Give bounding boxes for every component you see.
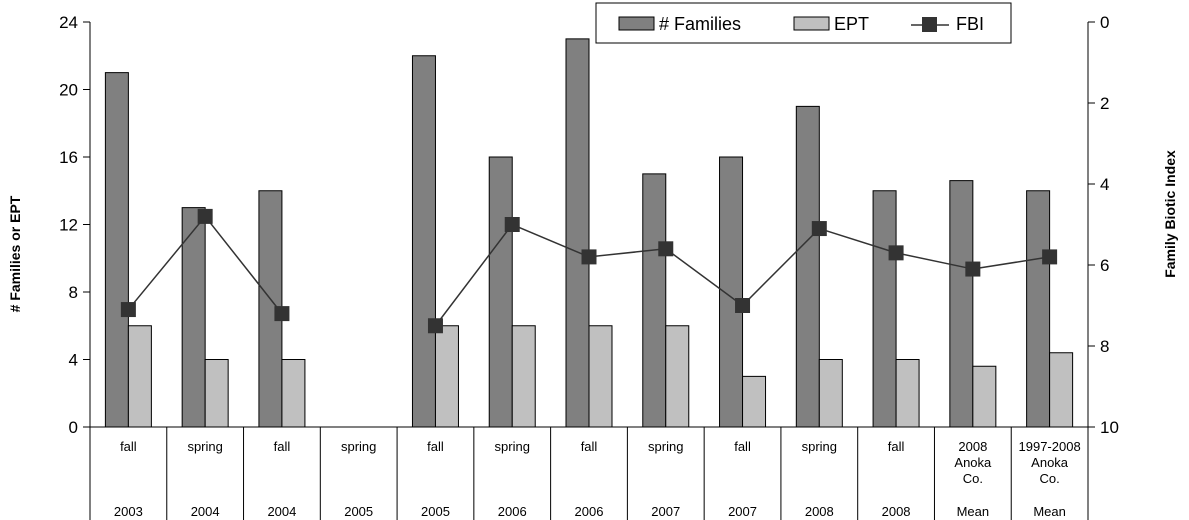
legend-fbi-label: FBI xyxy=(956,14,984,34)
category-year-label: 2003 xyxy=(114,504,143,519)
category-label: fall xyxy=(734,439,751,454)
y-tick-label: 4 xyxy=(69,351,78,370)
legend-fbi-marker xyxy=(922,17,937,32)
y2-tick-label: 4 xyxy=(1100,175,1109,194)
legend: # Families EPT FBI xyxy=(595,2,1012,44)
ept-bar xyxy=(588,325,613,428)
families-bar xyxy=(872,190,897,428)
category-label: fall xyxy=(274,439,291,454)
y-tick-label: 24 xyxy=(59,13,78,32)
category-year-label: 2007 xyxy=(728,504,757,519)
category-label: Co. xyxy=(963,471,983,486)
fbi-point xyxy=(888,245,904,261)
category-label: 2008 xyxy=(958,439,987,454)
ept-bar xyxy=(818,359,843,428)
fbi-point xyxy=(965,261,981,277)
fbi-point xyxy=(427,318,443,334)
category-label: fall xyxy=(120,439,137,454)
category-label: spring xyxy=(648,439,683,454)
fbi-point xyxy=(1042,249,1058,265)
category-year-label: 2005 xyxy=(344,504,373,519)
ept-bar xyxy=(665,325,690,428)
category-label: Anoka xyxy=(954,455,992,470)
category-label: spring xyxy=(187,439,222,454)
legend-ept-label: EPT xyxy=(834,14,869,34)
category-label: spring xyxy=(802,439,837,454)
y2-axis-title: Family Biotic Index xyxy=(1162,150,1178,278)
fbi-point xyxy=(504,217,520,232)
y-tick-label: 16 xyxy=(59,148,78,167)
y2-tick-label: 8 xyxy=(1100,337,1109,356)
category-year-label: 2006 xyxy=(575,504,604,519)
families-bar xyxy=(411,55,436,428)
category-label: fall xyxy=(581,439,598,454)
ept-bar xyxy=(1049,352,1074,428)
ept-bar xyxy=(511,325,536,428)
category-year-label: 2005 xyxy=(421,504,450,519)
category-year-label: Mean xyxy=(1033,504,1066,519)
category-year-label: 2008 xyxy=(882,504,911,519)
legend-families-swatch xyxy=(618,16,655,31)
ept-bar xyxy=(204,359,229,428)
y-tick-label: 8 xyxy=(69,283,78,302)
y2-tick-label: 2 xyxy=(1100,94,1109,113)
ept-bar xyxy=(972,365,997,428)
category-label: Co. xyxy=(1039,471,1059,486)
category-year-label: Mean xyxy=(957,504,990,519)
category-year-label: 2008 xyxy=(805,504,834,519)
fbi-point xyxy=(811,221,827,237)
bars-group xyxy=(104,38,1074,428)
ept-bar xyxy=(895,359,920,428)
families-bar xyxy=(719,156,744,428)
families-bar xyxy=(1026,190,1051,428)
ept-bar xyxy=(281,359,306,428)
families-bar xyxy=(488,156,513,428)
y-tick-label: 12 xyxy=(59,216,78,235)
category-label: spring xyxy=(495,439,530,454)
legend-families-label: # Families xyxy=(659,14,741,34)
fbi-point xyxy=(735,298,751,313)
category-label: 1997-2008 xyxy=(1019,439,1081,454)
legend-ept-swatch xyxy=(793,16,830,31)
y-tick-label: 0 xyxy=(69,418,78,437)
families-bar xyxy=(565,38,590,428)
y2-tick-label: 0 xyxy=(1100,13,1109,32)
category-label: fall xyxy=(427,439,444,454)
legend-box xyxy=(595,2,1012,44)
families-bar xyxy=(949,180,974,428)
category-label: fall xyxy=(888,439,905,454)
families-bar xyxy=(181,207,206,428)
ept-bar xyxy=(127,325,152,428)
ept-bar xyxy=(434,325,459,428)
fbi-point xyxy=(658,241,674,257)
category-labels-group: fall 2003 spring 2004 fall 2004 spring 2005 fall… xyxy=(89,427,1089,520)
y2-tick-label: 6 xyxy=(1100,256,1109,275)
families-bar xyxy=(642,173,667,428)
category-year-label: 2004 xyxy=(267,504,296,519)
fbi-point xyxy=(120,302,136,318)
families-bar xyxy=(795,105,820,428)
y2-tick-label: 10 xyxy=(1100,418,1119,437)
fbi-point xyxy=(274,306,290,322)
category-label: spring xyxy=(341,439,376,454)
families-bar xyxy=(104,72,129,428)
category-year-label: 2004 xyxy=(191,504,220,519)
fbi-point xyxy=(197,208,213,224)
fbi-line-group xyxy=(120,208,1058,334)
ept-bar xyxy=(742,375,767,428)
category-label: Anoka xyxy=(1031,455,1069,470)
fbi-point xyxy=(581,249,597,265)
category-year-label: 2007 xyxy=(651,504,680,519)
y-axis-title: # Families or EPT xyxy=(7,195,23,312)
category-year-label: 2006 xyxy=(498,504,527,519)
y-tick-label: 20 xyxy=(59,81,78,100)
